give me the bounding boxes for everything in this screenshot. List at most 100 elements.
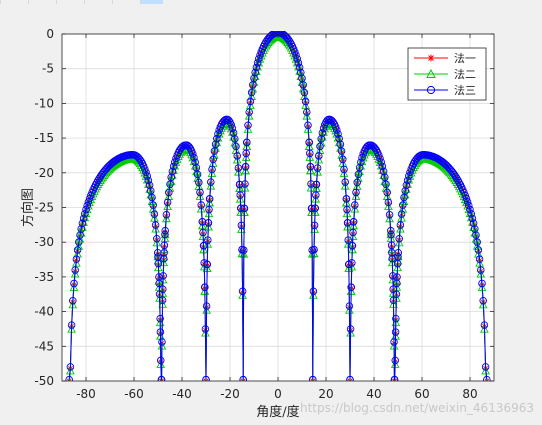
- marker-circle: [202, 302, 211, 310]
- marker-circle: [73, 246, 82, 254]
- y-tick-label: 0: [46, 27, 54, 41]
- marker-triangle: [385, 214, 394, 223]
- marker-circle: [243, 138, 251, 147]
- legend-label: 法二: [454, 67, 476, 81]
- marker-circle: [301, 97, 310, 106]
- marker-circle: [348, 259, 356, 267]
- marker-circle: [133, 153, 142, 161]
- marker-circle: [349, 228, 357, 237]
- marker-triangle: [397, 213, 406, 222]
- marker-circle: [355, 163, 364, 172]
- marker-circle: [205, 205, 213, 214]
- marker-circle: [341, 178, 349, 186]
- marker-triangle: [66, 366, 75, 375]
- legend-marker-circle: [426, 85, 436, 95]
- marker-circle: [231, 135, 239, 143]
- toolbar-button-active[interactable]: [140, 0, 163, 4]
- x-tick-label: -40: [172, 387, 192, 401]
- y-tick-label: -50: [34, 374, 54, 388]
- marker-circle: [381, 173, 389, 182]
- marker-circle: [406, 168, 414, 177]
- marker-triangle: [72, 258, 81, 267]
- marker-circle: [294, 59, 303, 67]
- marker-circle: [391, 328, 400, 336]
- toolbar-button[interactable]: [56, 0, 79, 4]
- marker-circle: [387, 241, 396, 250]
- toolbar-button[interactable]: [84, 0, 107, 4]
- marker-circle: [189, 150, 197, 158]
- marker-circle: [385, 210, 394, 219]
- marker-circle: [389, 296, 398, 304]
- toolbar-button[interactable]: [0, 0, 23, 4]
- marker-circle: [461, 191, 469, 200]
- x-tick-label: -80: [76, 387, 96, 401]
- marker-circle: [394, 249, 402, 257]
- marker-circle: [159, 285, 167, 294]
- legend-marker-asterisk: [427, 54, 435, 62]
- marker-circle: [190, 153, 198, 162]
- marker-circle: [159, 272, 167, 280]
- marker-circle: [241, 162, 250, 171]
- marker-circle: [141, 165, 149, 173]
- marker-circle: [155, 279, 163, 288]
- marker-circle: [213, 134, 221, 143]
- marker-circle: [160, 254, 168, 263]
- marker-circle: [238, 287, 247, 296]
- marker-circle: [67, 321, 76, 329]
- marker-circle: [245, 108, 253, 116]
- marker-circle: [371, 144, 379, 153]
- marker-circle: [402, 181, 411, 190]
- marker-circle: [467, 209, 475, 218]
- marker-triangle: [475, 258, 484, 267]
- marker-circle: [450, 171, 459, 179]
- marker-circle: [466, 205, 474, 214]
- marker-circle: [232, 142, 240, 151]
- marker-circle: [293, 55, 301, 63]
- marker-circle: [168, 167, 177, 176]
- marker-circle: [454, 176, 462, 185]
- marker-circle: [292, 51, 300, 59]
- marker-circle: [209, 155, 217, 164]
- marker-circle: [250, 74, 258, 83]
- marker-circle: [246, 97, 255, 106]
- marker-triangle: [315, 146, 325, 154]
- marker-triangle: [481, 366, 490, 375]
- marker-circle: [235, 180, 244, 189]
- marker-circle: [242, 149, 250, 158]
- marker-triangle: [232, 155, 242, 164]
- marker-circle: [239, 375, 247, 381]
- marker-triangle: [207, 169, 217, 177]
- marker-triangle: [351, 192, 361, 200]
- marker-circle: [227, 120, 235, 129]
- marker-circle: [346, 375, 354, 381]
- marker-circle: [69, 296, 77, 305]
- marker-circle: [161, 226, 169, 235]
- marker-circle: [240, 204, 249, 213]
- marker-triangle: [150, 213, 159, 222]
- marker-circle: [236, 191, 244, 199]
- marker-circle: [479, 296, 487, 305]
- marker-circle: [151, 221, 160, 229]
- marker-circle: [82, 205, 90, 214]
- marker-triangle: [472, 241, 482, 250]
- marker-circle: [207, 178, 215, 186]
- marker-triangle: [301, 101, 310, 109]
- marker-circle: [468, 214, 477, 223]
- x-tick-label: 20: [318, 387, 333, 401]
- series-layer: [65, 31, 491, 381]
- marker-circle: [195, 178, 203, 187]
- toolbar-button[interactable]: [112, 0, 135, 4]
- marker-circle: [144, 176, 153, 185]
- marker-circle: [311, 204, 319, 212]
- marker-triangle: [396, 224, 405, 233]
- marker-circle: [342, 195, 351, 203]
- marker-circle: [481, 363, 490, 371]
- marker-circle: [157, 375, 166, 381]
- marker-circle: [306, 162, 315, 171]
- marker-triangle: [400, 190, 410, 199]
- marker-triangle: [151, 224, 160, 233]
- toolbar-button[interactable]: [28, 0, 51, 4]
- marker-circle: [357, 158, 365, 166]
- marker-circle: [392, 314, 400, 323]
- marker-circle: [154, 259, 163, 268]
